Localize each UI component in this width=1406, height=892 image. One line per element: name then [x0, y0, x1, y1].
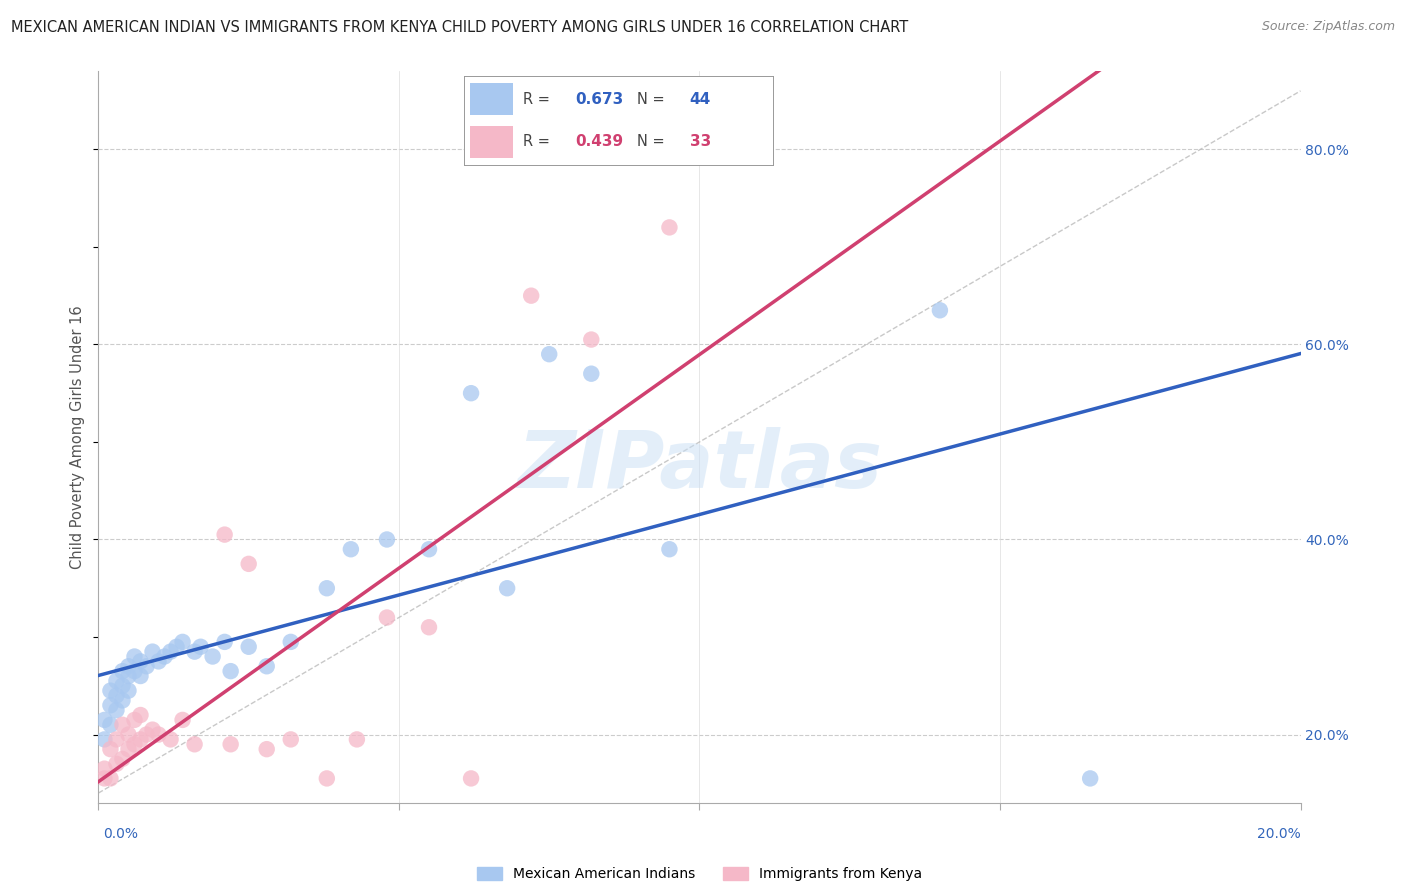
Point [148, 654, 170, 668]
Point [105, 703, 128, 717]
Point [214, 527, 236, 541]
Point [238, 640, 260, 654]
Point [538, 347, 561, 361]
Point [658, 220, 681, 235]
Point [460, 772, 482, 786]
Point [129, 654, 152, 668]
Point [93, 713, 115, 727]
Point [153, 649, 176, 664]
Point [315, 772, 337, 786]
Point [117, 727, 139, 741]
Point [375, 533, 398, 547]
Point [135, 659, 157, 673]
Point [93, 732, 115, 747]
FancyBboxPatch shape [470, 126, 513, 158]
Point [100, 772, 122, 786]
Point [172, 635, 194, 649]
Point [105, 673, 128, 688]
Text: N =: N = [637, 92, 669, 106]
Point [105, 732, 128, 747]
Point [418, 542, 440, 557]
Point [117, 683, 139, 698]
Point [141, 723, 163, 737]
Point [496, 581, 519, 595]
Point [183, 645, 205, 659]
Point [100, 683, 122, 698]
Point [375, 610, 398, 624]
Point [166, 640, 188, 654]
Point [460, 386, 482, 401]
FancyBboxPatch shape [470, 83, 513, 115]
Point [315, 581, 337, 595]
Point [111, 693, 134, 707]
Point [201, 649, 224, 664]
Point [93, 772, 115, 786]
Point [105, 756, 128, 771]
Point [129, 732, 152, 747]
Point [117, 669, 139, 683]
Text: 0.0%: 0.0% [103, 827, 138, 841]
Point [581, 367, 603, 381]
Point [929, 303, 952, 318]
Point [159, 645, 181, 659]
Point [219, 737, 242, 751]
Point [256, 742, 278, 756]
Text: R =: R = [523, 135, 554, 149]
Text: 0.673: 0.673 [575, 92, 624, 106]
Point [100, 698, 122, 713]
Point [124, 649, 146, 664]
Text: R =: R = [523, 92, 554, 106]
Point [183, 737, 205, 751]
Point [117, 659, 139, 673]
Point [129, 669, 152, 683]
Point [418, 620, 440, 634]
Text: 44: 44 [690, 92, 711, 106]
Text: ZIPatlas: ZIPatlas [517, 427, 882, 506]
Point [581, 333, 603, 347]
Text: MEXICAN AMERICAN INDIAN VS IMMIGRANTS FROM KENYA CHILD POVERTY AMONG GIRLS UNDER: MEXICAN AMERICAN INDIAN VS IMMIGRANTS FR… [11, 20, 908, 35]
Point [280, 732, 302, 747]
Point [111, 752, 134, 766]
Point [124, 737, 146, 751]
Point [219, 664, 242, 678]
Point [129, 708, 152, 723]
Point [111, 679, 134, 693]
Point [148, 727, 170, 741]
Point [190, 640, 212, 654]
Point [340, 542, 363, 557]
Text: 20.0%: 20.0% [1257, 827, 1301, 841]
Text: 0.439: 0.439 [575, 135, 623, 149]
Text: Source: ZipAtlas.com: Source: ZipAtlas.com [1261, 20, 1395, 33]
Point [214, 635, 236, 649]
Point [135, 727, 157, 741]
Point [346, 732, 368, 747]
Point [111, 664, 134, 678]
Point [159, 732, 181, 747]
Point [280, 635, 302, 649]
Text: N =: N = [637, 135, 669, 149]
Point [141, 645, 163, 659]
Point [256, 659, 278, 673]
Text: 33: 33 [690, 135, 711, 149]
Point [520, 288, 543, 302]
Point [172, 713, 194, 727]
Point [124, 664, 146, 678]
Point [117, 742, 139, 756]
Point [658, 542, 681, 557]
Point [238, 557, 260, 571]
Y-axis label: Child Poverty Among Girls Under 16: Child Poverty Among Girls Under 16 [70, 305, 86, 569]
Point [100, 718, 122, 732]
Point [93, 762, 115, 776]
Point [100, 742, 122, 756]
Point [1078, 772, 1101, 786]
Legend: Mexican American Indians, Immigrants from Kenya: Mexican American Indians, Immigrants fro… [471, 862, 928, 887]
Point [111, 718, 134, 732]
Point [124, 713, 146, 727]
Point [105, 689, 128, 703]
